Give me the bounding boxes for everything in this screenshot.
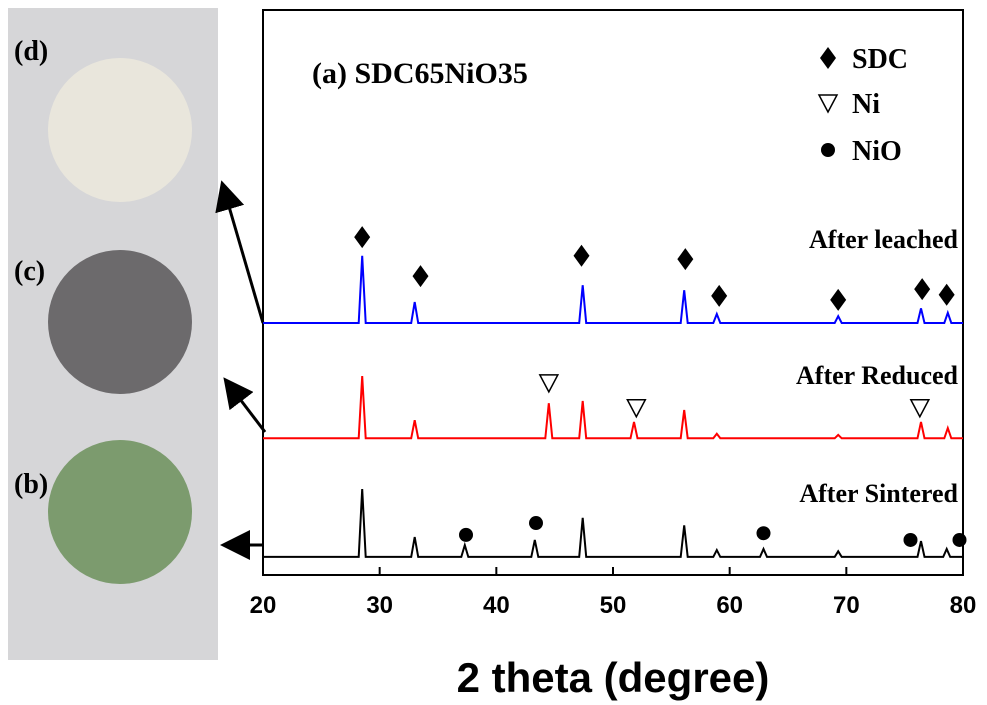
phase-marker: [677, 248, 694, 271]
legend-label: SDC: [852, 44, 908, 75]
legend-symbol: [817, 94, 839, 114]
phase-marker: [756, 526, 771, 541]
photo-label: (d): [14, 36, 48, 67]
phase-marker: [914, 278, 931, 301]
xrd-trace: [263, 376, 963, 440]
x-tick-label: 80: [950, 592, 977, 619]
trace-label: After Reduced: [796, 361, 959, 390]
xrd-trace: [263, 489, 963, 558]
arrows: [215, 180, 267, 560]
phase-marker: [573, 244, 590, 267]
x-tick-label: 60: [716, 592, 743, 619]
pellet-d: [48, 58, 192, 202]
phase-marker: [952, 532, 967, 547]
pellet-b: [48, 440, 192, 584]
x-tick-label: 40: [483, 592, 510, 619]
phase-marker: [412, 265, 429, 288]
phase-marker: [903, 532, 918, 547]
phase-marker: [909, 399, 931, 419]
phase-marker: [538, 374, 560, 394]
legend-label: Ni: [852, 89, 880, 120]
phase-marker: [459, 527, 473, 542]
legend-symbol: [821, 143, 835, 157]
phase-marker: [711, 284, 728, 307]
xrd-trace: [263, 255, 963, 324]
phase-marker: [626, 399, 647, 419]
trace-label: After Sintered: [799, 479, 958, 508]
phase-marker: [830, 288, 847, 311]
trace-label: After leached: [809, 225, 959, 254]
photo-label: (b): [14, 469, 48, 500]
x-tick-label: 30: [366, 592, 393, 619]
legend-symbol: [820, 47, 836, 69]
phase-marker: [354, 226, 371, 249]
chart-title: (a) SDC65NiO35: [312, 57, 528, 90]
pellet-c: [48, 250, 192, 394]
phase-marker: [938, 283, 955, 306]
x-tick-label: 50: [600, 592, 627, 619]
x-tick-label: 20: [250, 592, 277, 619]
legend-label: NiO: [852, 136, 902, 167]
photo-label: (c): [14, 256, 45, 287]
phase-marker: [529, 516, 543, 531]
x-axis-label: 2 theta (degree): [457, 654, 770, 701]
x-tick-label: 70: [833, 592, 860, 619]
